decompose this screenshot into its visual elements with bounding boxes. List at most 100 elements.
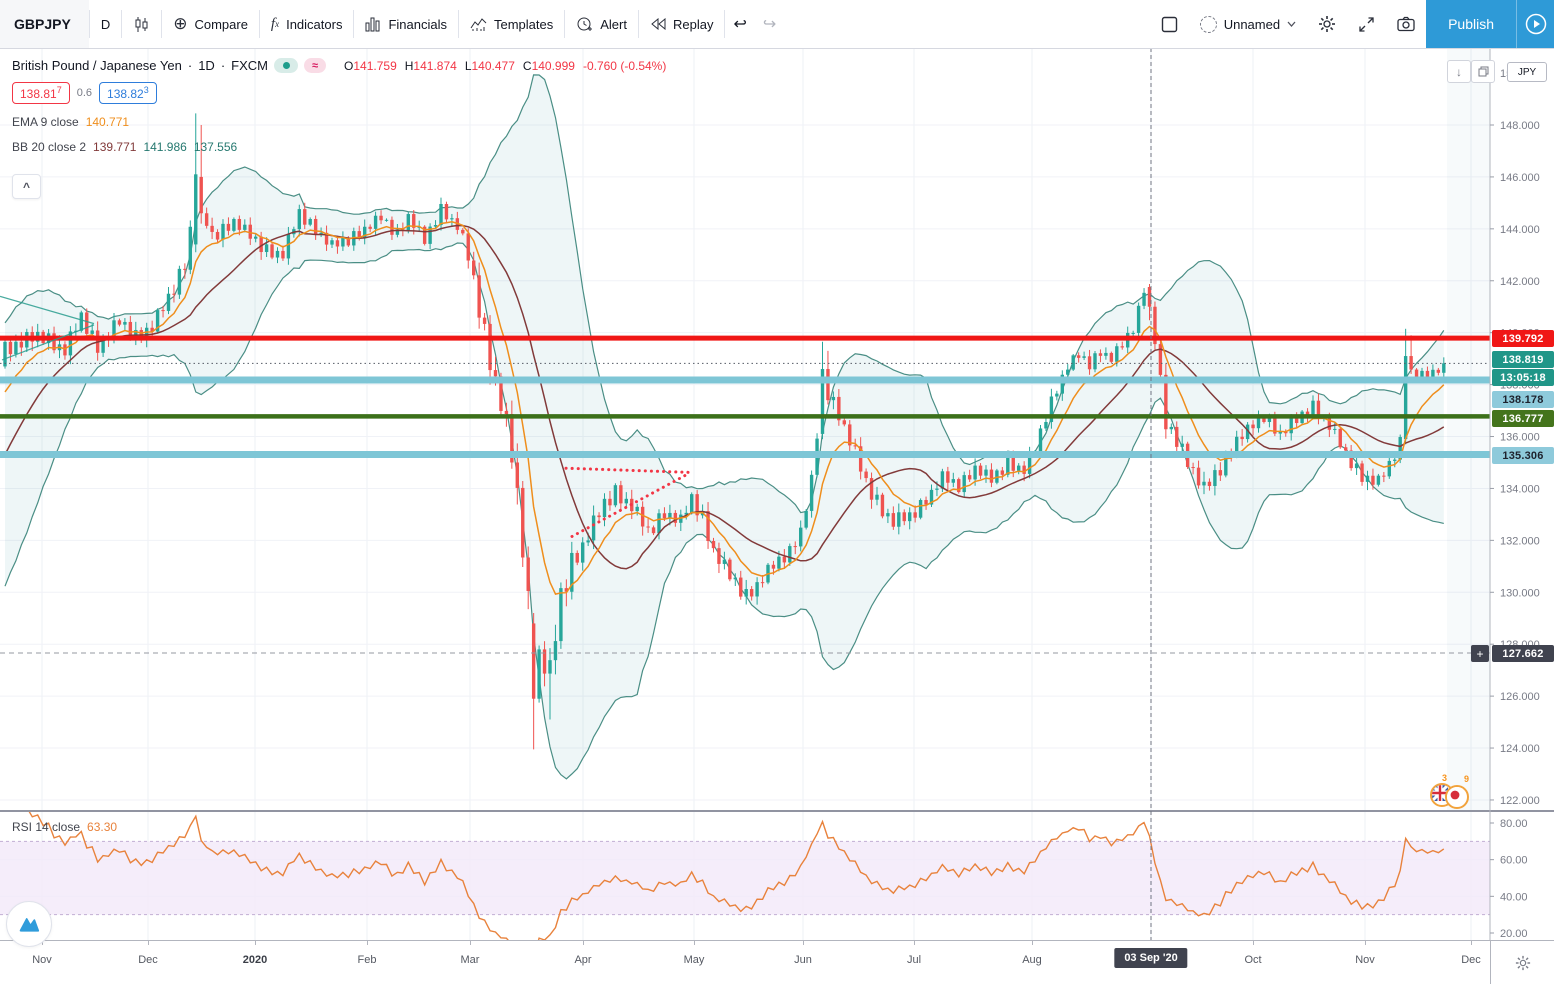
replay-button[interactable]: Replay <box>639 0 724 48</box>
market-status-icon[interactable] <box>274 58 299 73</box>
collapse-legend-button[interactable]: ^ <box>12 174 41 199</box>
price-tick: 148.000 <box>1500 120 1540 132</box>
compare-button[interactable]: ⊕ Compare <box>173 14 248 33</box>
bb-basis-line <box>4 224 1445 570</box>
alert-clock-icon <box>576 16 593 33</box>
price-level-label[interactable]: 136.777 <box>1492 410 1554 427</box>
time-tick <box>42 941 43 945</box>
spread-value: 0.6 <box>76 87 93 99</box>
publish-button[interactable]: Publish <box>1448 16 1494 32</box>
gear-icon <box>1515 955 1531 971</box>
chart-area: 150.000148.000146.000144.000142.000140.0… <box>0 48 1554 984</box>
layout-name-dropdown[interactable]: Unnamed <box>1189 0 1307 48</box>
time-tick <box>583 941 584 945</box>
time-tick <box>148 941 149 945</box>
bb-upper-line <box>4 74 1445 514</box>
price-tick: 134.000 <box>1500 483 1540 495</box>
tradingview-logo[interactable] <box>6 901 52 947</box>
reaction-count: 9 <box>1464 774 1470 784</box>
chart-style-button[interactable] <box>122 0 161 48</box>
toolbar-divider <box>353 10 355 38</box>
time-tick <box>1365 941 1366 945</box>
time-axis-label: May <box>683 954 705 966</box>
settings-button[interactable] <box>1307 0 1347 48</box>
flag-reactions[interactable]: 3 9 <box>1428 773 1480 809</box>
toolbar-divider <box>121 10 123 38</box>
financials-button[interactable]: Financials <box>354 0 458 48</box>
time-axis-label: Dec <box>1461 954 1481 966</box>
time-tick <box>255 941 256 945</box>
time-tick <box>803 941 804 945</box>
price-tick: 132.000 <box>1500 535 1540 547</box>
sell-button[interactable]: 138.817 <box>12 82 70 104</box>
rsi-tick: 40.00 <box>1500 891 1528 903</box>
price-level-label[interactable]: 138.178 <box>1492 391 1554 408</box>
rsi-study-row[interactable]: RSI 14 close 63.30 <box>12 820 118 834</box>
crosshair-time-label: 03 Sep '20 <box>1114 948 1188 968</box>
ema-line <box>4 221 1445 595</box>
bb-fill <box>5 74 1444 779</box>
price-tick: 126.000 <box>1500 691 1540 703</box>
restore-scale-button[interactable] <box>1471 60 1495 83</box>
time-axis-label: Jun <box>794 954 812 966</box>
time-axis-label: Jul <box>906 954 922 966</box>
scroll-to-realtime-button[interactable]: ↓ <box>1447 60 1471 83</box>
time-tick <box>694 941 695 945</box>
buy-button[interactable]: 138.823 <box>99 82 157 104</box>
alert-button[interactable]: Alert <box>565 0 638 48</box>
publish-block: Publish <box>1426 0 1554 48</box>
add-alert-plus-button[interactable]: + <box>1471 645 1489 662</box>
undo-button[interactable]: ↩ <box>733 16 747 33</box>
time-axis-label: Aug <box>1022 954 1042 966</box>
price-pane <box>0 48 1490 810</box>
restore-icon <box>1478 66 1488 77</box>
price-tick: 146.000 <box>1500 172 1540 184</box>
publish-play-button[interactable] <box>1516 0 1554 48</box>
camera-icon <box>1397 16 1415 32</box>
time-axis[interactable]: Nov Dec 2020 Feb Mar Apr May Jun Jul Aug Oct Nov Dec… <box>0 940 1554 984</box>
price-level-label[interactable]: 135.306 <box>1492 447 1554 464</box>
bar-countdown-label: 13:05:18 <box>1492 369 1554 386</box>
replay-icon <box>650 18 666 30</box>
time-axis-label: Dec <box>138 954 158 966</box>
toolbar-divider <box>161 10 163 38</box>
interval-button[interactable]: D <box>100 16 111 32</box>
trendline-drawing <box>0 295 95 325</box>
toolbar-divider <box>564 10 566 38</box>
price-level-label[interactable]: 127.662 <box>1492 645 1554 662</box>
ideas-toggle-icon[interactable]: ≈ <box>304 58 327 73</box>
redo-button[interactable]: ↪ <box>762 16 777 33</box>
time-axis-settings[interactable] <box>1490 941 1554 984</box>
price-level-label[interactable]: 138.819 <box>1492 351 1554 368</box>
time-tick <box>470 941 471 945</box>
trendline-drawing <box>1 324 95 361</box>
reaction-count: 3 <box>1442 773 1448 783</box>
rsi-tick: 60.00 <box>1500 855 1528 867</box>
time-tick <box>1471 941 1472 945</box>
price-level-label[interactable]: 139.792 <box>1492 330 1554 347</box>
rsi-tick: 80.00 <box>1500 818 1528 830</box>
time-tick <box>1032 941 1033 945</box>
rsi-band <box>0 841 1490 915</box>
toolbar-divider <box>724 10 726 38</box>
time-axis-label: Oct <box>1244 954 1262 966</box>
price-tick: 124.000 <box>1500 743 1540 755</box>
toolbar-divider <box>88 10 90 38</box>
layout-select-button[interactable] <box>1150 0 1189 48</box>
currency-unit-button[interactable]: JPY <box>1507 62 1547 82</box>
templates-button[interactable]: Templates <box>459 0 564 48</box>
price-tick: 144.000 <box>1500 224 1540 236</box>
jp-flag-icon <box>1445 785 1469 809</box>
symbol-button[interactable]: GBPJPY <box>0 0 89 48</box>
price-tick: 136.000 <box>1500 432 1540 444</box>
fullscreen-button[interactable] <box>1347 0 1386 48</box>
time-axis-label: Mar <box>460 954 480 966</box>
snapshot-button[interactable] <box>1386 0 1426 48</box>
price-tick: 142.000 <box>1500 276 1540 288</box>
toolbar-divider <box>637 10 639 38</box>
rsi-pane <box>0 812 1490 940</box>
price-chart-canvas[interactable]: 150.000148.000146.000144.000142.000140.0… <box>0 48 1554 940</box>
